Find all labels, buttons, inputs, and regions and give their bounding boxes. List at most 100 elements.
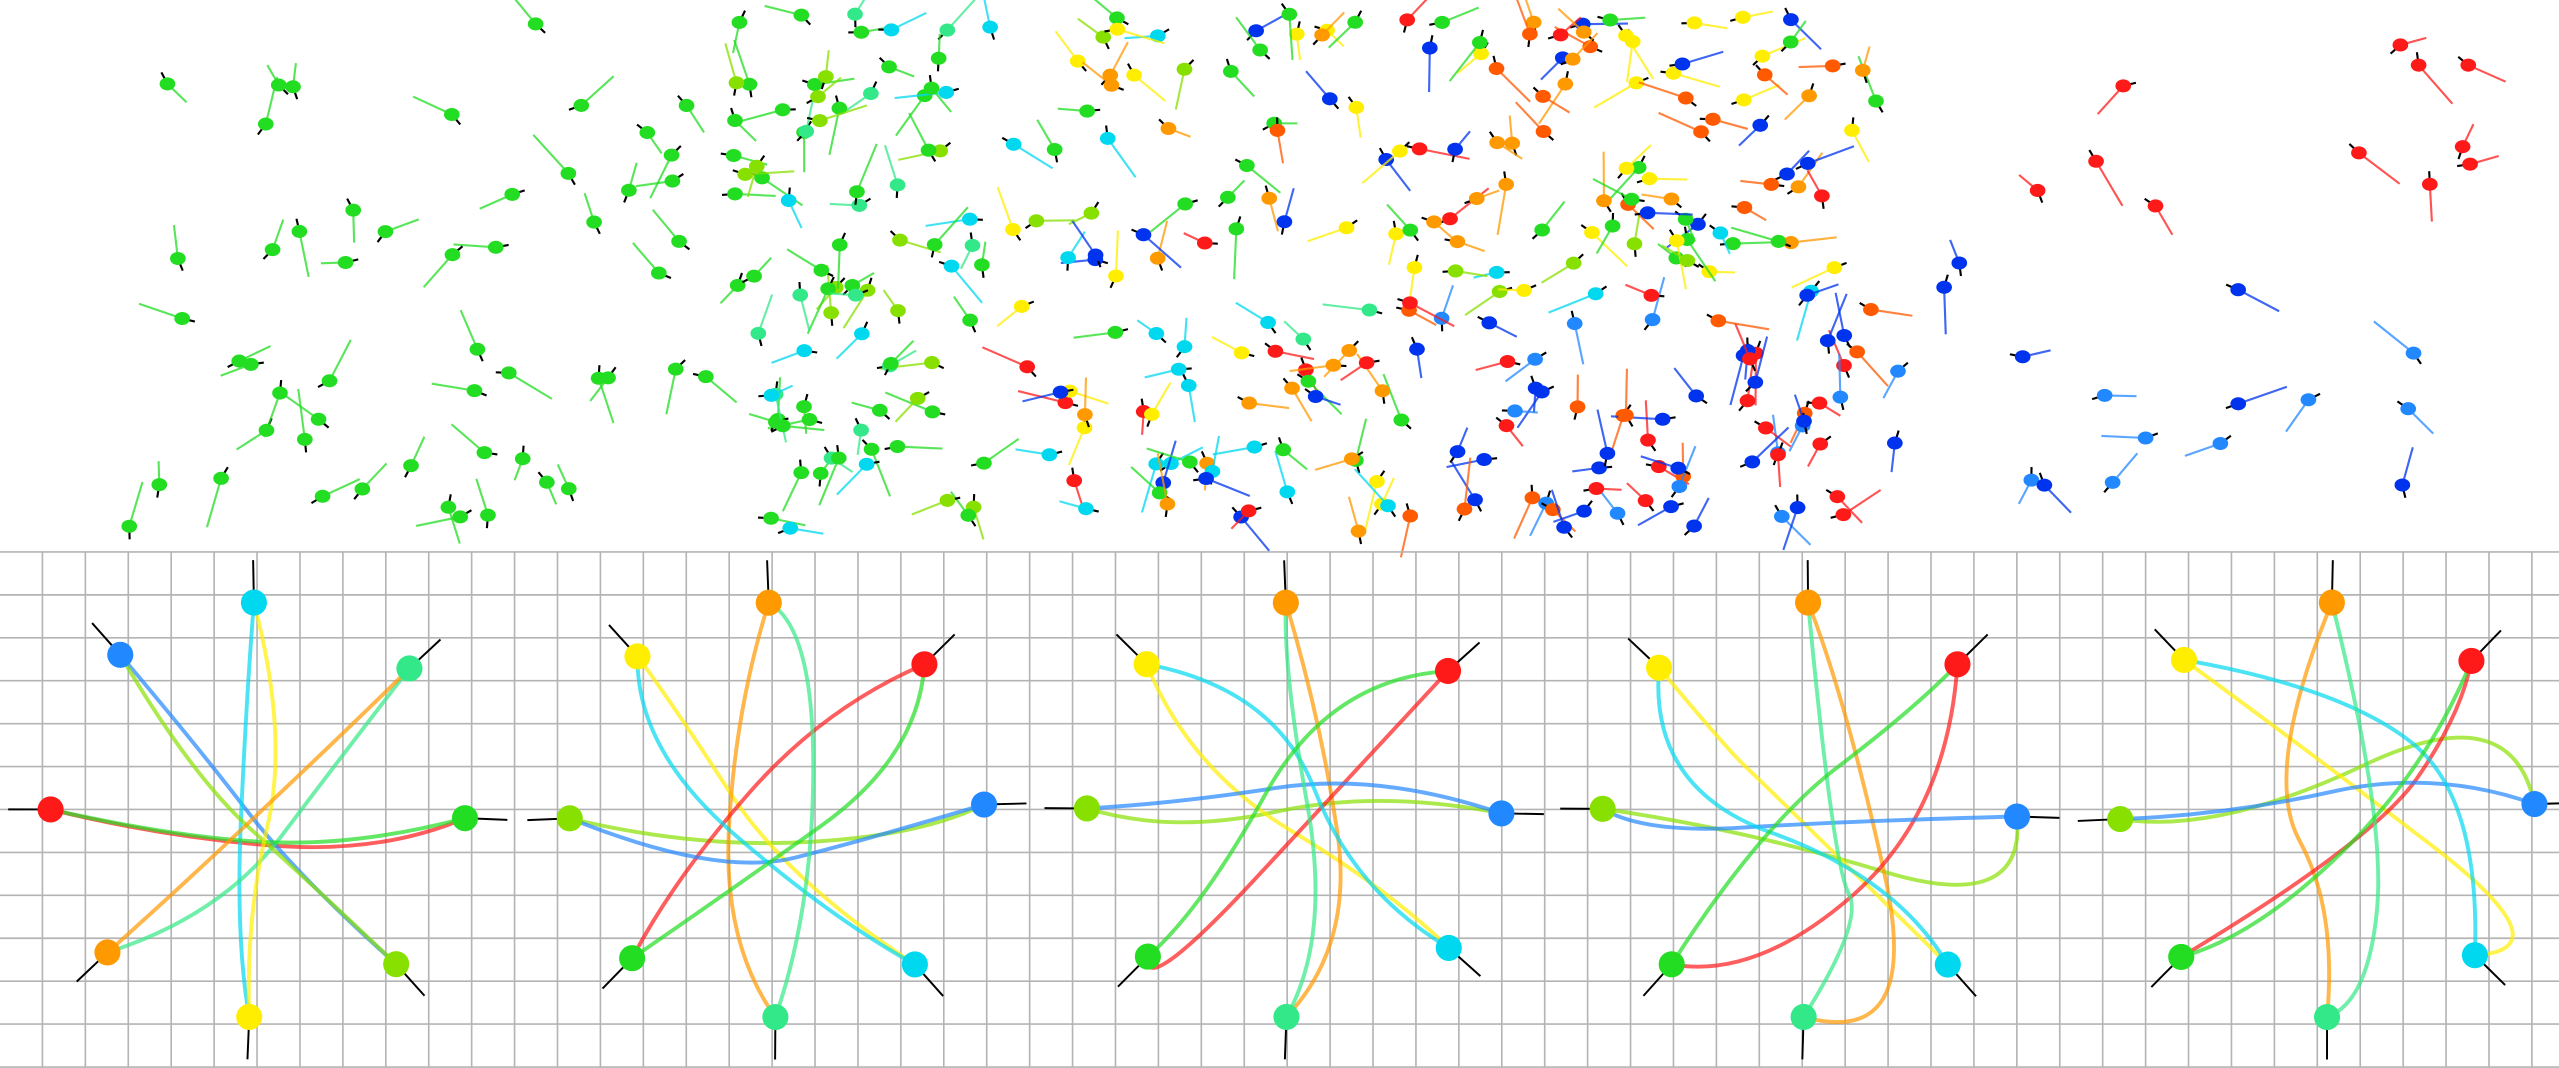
agent (849, 143, 878, 205)
agent (1793, 394, 1812, 435)
agent-body (1269, 123, 1286, 137)
agent-body (240, 589, 267, 616)
agent (1553, 500, 1593, 523)
agent (1807, 435, 1832, 467)
agent-body (728, 76, 745, 90)
agent (1798, 283, 1839, 307)
agent-trail (757, 294, 774, 334)
agent-body (1575, 25, 1592, 39)
agent (1475, 354, 1521, 372)
agent (453, 240, 509, 254)
agent-body (1281, 7, 1298, 21)
trajectory (2284, 601, 2334, 1018)
agent-body (1779, 167, 1795, 181)
agent (1683, 497, 1710, 536)
agent (1305, 70, 1340, 110)
agent (925, 212, 983, 227)
agent-body (849, 185, 865, 199)
agent-body (911, 651, 938, 678)
agent (1569, 374, 1586, 420)
trajectory (2326, 602, 2381, 1019)
agent (1235, 16, 1271, 60)
agent (829, 288, 869, 302)
agent-body (1628, 76, 1645, 90)
agent-trail (983, 0, 992, 28)
agent-trail (1751, 426, 1790, 463)
agent (2457, 155, 2500, 171)
agent-body (1626, 237, 1643, 251)
trajectory (1086, 781, 1503, 816)
agent-body (1569, 400, 1586, 414)
agent (353, 462, 388, 500)
agent-body (403, 459, 419, 473)
agent (1636, 172, 1688, 186)
scenario (1560, 560, 2060, 1060)
agent-trail (297, 388, 306, 440)
scenario (1044, 560, 1544, 1060)
agent (632, 242, 672, 280)
agent-body (2300, 393, 2317, 407)
agent-body (1491, 285, 1508, 299)
agent-body (2318, 589, 2345, 616)
agent-trail (836, 463, 868, 496)
agent-body (1095, 30, 1112, 44)
agent-trail (819, 104, 868, 122)
agent (1193, 472, 1251, 497)
agent-trail (745, 170, 795, 176)
agent-body (1637, 494, 1654, 508)
agent (1444, 235, 1486, 253)
agent (1774, 150, 1810, 181)
agent-body (663, 148, 680, 162)
agent-body (1393, 413, 1410, 427)
agent (1099, 125, 1137, 178)
trajectory (1146, 662, 1450, 950)
agent (317, 339, 352, 388)
agent (1755, 64, 1789, 96)
agent-trail (328, 339, 352, 382)
agent-body (939, 23, 956, 37)
agent-body (974, 258, 990, 272)
agent-body (1522, 27, 1538, 41)
agent (1073, 325, 1129, 339)
agent (1217, 179, 1246, 208)
agent (1361, 141, 1411, 184)
agent-body (892, 233, 908, 247)
agent-body (480, 508, 496, 522)
agent (1211, 335, 1255, 360)
agent-trail (996, 186, 1014, 230)
agent (786, 248, 834, 277)
agent (1340, 356, 1380, 382)
agent-body (1325, 358, 1342, 372)
trajectory (569, 802, 985, 846)
agent-body (938, 85, 955, 99)
agent-body (741, 77, 758, 91)
agent-body (1789, 501, 1806, 515)
agent-body (621, 183, 637, 197)
agent-body (121, 519, 138, 533)
agent (1495, 416, 1524, 447)
agent-body (1832, 390, 1849, 404)
agent (227, 345, 272, 369)
agent (1626, 482, 1655, 512)
agent-body (1588, 482, 1605, 496)
agent-body (236, 1003, 263, 1030)
agent-body (2400, 402, 2417, 416)
agent-trail (1673, 72, 1721, 88)
agent (1347, 96, 1365, 138)
agent-body (847, 288, 864, 302)
agent-body (396, 655, 423, 682)
agent (1421, 35, 1438, 93)
agent-body (1338, 221, 1355, 235)
agent-body (586, 215, 602, 229)
agent (1223, 58, 1255, 98)
agent-body (1434, 15, 1450, 29)
agent-body (1747, 375, 1764, 389)
agent-body (1267, 344, 1284, 358)
agent-trail (818, 457, 840, 506)
agent (1547, 16, 1582, 42)
agent (938, 259, 983, 304)
agent (459, 309, 486, 362)
agent-body (2147, 199, 2164, 213)
agent (1353, 468, 1397, 518)
agent (1477, 315, 1518, 338)
